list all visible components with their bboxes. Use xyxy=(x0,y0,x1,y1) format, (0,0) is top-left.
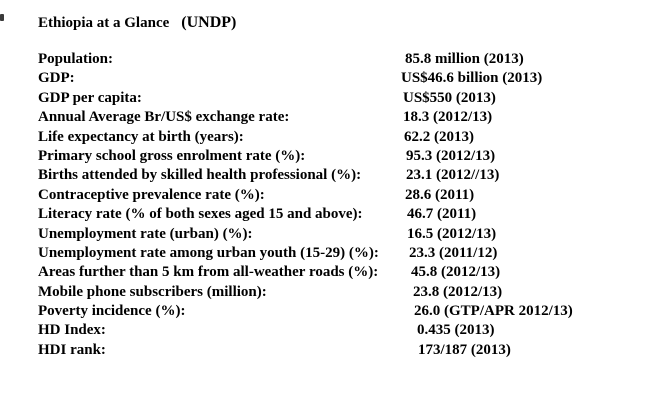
stat-value: US$46.6 billion (2013) xyxy=(401,70,543,87)
stat-label: Annual Average Br/US$ exchange rate: xyxy=(38,109,290,126)
stat-value: 23.3 (2011/12) xyxy=(409,244,498,261)
stat-label: Population: xyxy=(38,51,114,67)
stat-row-life-expectancy: Life expectancy at birth (years): 62.2 (… xyxy=(0,128,654,147)
scan-artifact-mark xyxy=(0,14,4,21)
stat-label: Literacy rate (% of both sexes aged 15 a… xyxy=(38,206,363,223)
stat-value: 28.6 (2011) xyxy=(405,186,475,203)
page-title-suffix: (UNDP) xyxy=(181,14,237,31)
stat-label: Contraceptive prevalence rate (%): xyxy=(38,186,265,203)
stat-value: 26.0 (GTP/APR 2012/13) xyxy=(414,303,573,320)
stat-label: HD Index: xyxy=(38,322,106,339)
stat-label: GDP per capita: xyxy=(38,89,142,106)
stat-label: GDP: xyxy=(38,70,75,87)
stat-value: 173/187 (2013) xyxy=(418,341,511,358)
stat-value: 62.2 (2013) xyxy=(404,128,474,145)
stat-value: 23.1 (2012//13) xyxy=(406,167,500,184)
stat-row-mobile-subscribers: Mobile phone subscribers (million): 23.8… xyxy=(0,283,654,302)
stat-label: HDI rank: xyxy=(38,341,106,358)
stat-value: 85.8 million (2013) xyxy=(405,51,524,67)
stat-value: 46.7 (2011) xyxy=(407,206,477,223)
stat-row-contraceptive-prevalence: Contraceptive prevalence rate (%): 28.6 … xyxy=(0,186,654,205)
stat-row-hdi-rank: HDI rank: 173/187 (2013) xyxy=(0,341,654,360)
stat-row-poverty-incidence: Poverty incidence (%): 26.0 (GTP/APR 201… xyxy=(0,302,654,321)
stat-value: 18.3 (2012/13) xyxy=(403,109,493,126)
stat-row-unemployment-youth: Unemployment rate among urban youth (15-… xyxy=(0,244,654,263)
stat-row-births-attended: Births attended by skilled health profes… xyxy=(0,166,654,185)
stat-value: 0.435 (2013) xyxy=(417,322,495,339)
stat-row-roads-distance: Areas further than 5 km from all-weather… xyxy=(0,263,654,282)
stat-label: Primary school gross enrolment rate (%): xyxy=(38,147,306,164)
stat-label: Poverty incidence (%): xyxy=(38,303,186,320)
stat-row-enrolment-rate: Primary school gross enrolment rate (%):… xyxy=(0,147,654,166)
stat-row-gdp-per-capita: GDP per capita: US$550 (2013) xyxy=(0,89,654,108)
stat-value: US$550 (2013) xyxy=(403,89,496,106)
stat-label: Life expectancy at birth (years): xyxy=(38,128,244,145)
stat-row-hd-index: HD Index: 0.435 (2013) xyxy=(0,321,654,340)
stat-row-gdp: GDP: US$46.6 billion (2013) xyxy=(0,69,654,88)
stats-list: Population: 85.8 million (2013) GDP: US$… xyxy=(0,50,654,360)
stat-value: 95.3 (2012/13) xyxy=(406,147,496,164)
stat-label: Unemployment rate (urban) (%): xyxy=(38,225,253,242)
stat-label: Mobile phone subscribers (million): xyxy=(38,283,267,300)
stat-row-unemployment-urban: Unemployment rate (urban) (%): 16.5 (201… xyxy=(0,225,654,244)
stat-value: 16.5 (2012/13) xyxy=(407,225,497,242)
stat-row-population: Population: 85.8 million (2013) xyxy=(0,50,654,69)
page-title: Ethiopia at a Glance (UNDP) xyxy=(38,14,236,32)
stat-label: Births attended by skilled health profes… xyxy=(38,167,362,184)
stat-row-exchange-rate: Annual Average Br/US$ exchange rate: 18.… xyxy=(0,108,654,127)
stat-value: 23.8 (2012/13) xyxy=(413,283,503,300)
stat-row-literacy-rate: Literacy rate (% of both sexes aged 15 a… xyxy=(0,205,654,224)
stat-label: Unemployment rate among urban youth (15-… xyxy=(38,244,379,261)
stat-label: Areas further than 5 km from all-weather… xyxy=(38,264,379,281)
stat-value: 45.8 (2012/13) xyxy=(411,264,501,281)
page-title-main: Ethiopia at a Glance xyxy=(38,15,170,31)
